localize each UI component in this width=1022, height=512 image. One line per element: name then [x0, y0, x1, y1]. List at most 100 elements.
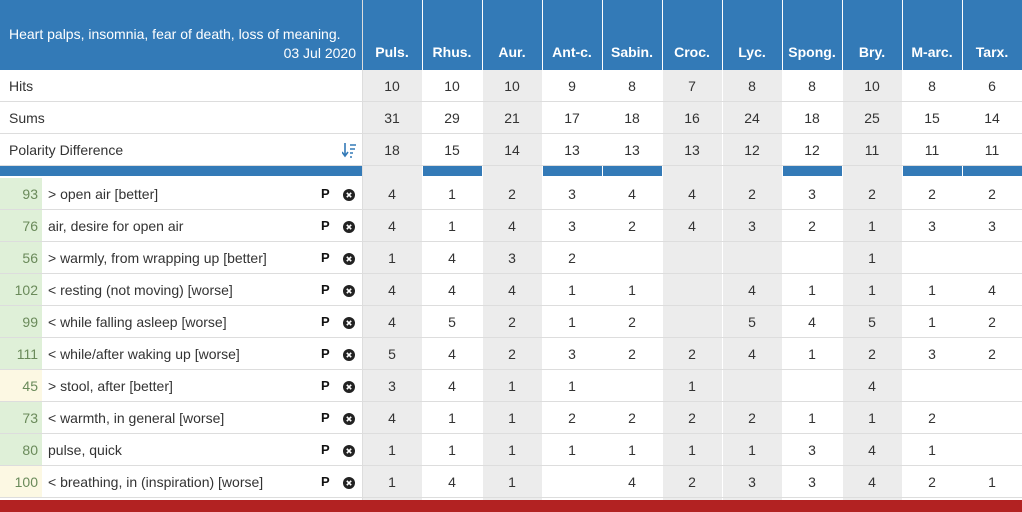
summary-value: 13: [564, 142, 580, 158]
column-shade: [482, 70, 542, 500]
grade-value: 2: [808, 218, 816, 234]
polarity-tag[interactable]: P: [321, 218, 330, 233]
rubric-label[interactable]: > warmly, from wrapping up [better]: [48, 250, 267, 266]
column-divider: [962, 0, 963, 500]
grade-value: 4: [988, 282, 996, 298]
grade-value: 3: [988, 218, 996, 234]
grade-value: 1: [388, 474, 396, 490]
remedy-name[interactable]: Ant-c.: [552, 44, 592, 60]
grade-value: 1: [388, 250, 396, 266]
grade-value: 1: [448, 442, 456, 458]
remedy-name[interactable]: Lyc.: [738, 44, 766, 60]
grade-value: 3: [748, 218, 756, 234]
grade-value: 1: [448, 410, 456, 426]
rubric-label[interactable]: < warmth, in general [worse]: [48, 410, 225, 426]
grade-value: 5: [868, 314, 876, 330]
polarity-tag[interactable]: P: [321, 186, 330, 201]
grade-value: 2: [688, 474, 696, 490]
remedy-name[interactable]: Sabin.: [610, 44, 653, 60]
polarity-tag[interactable]: P: [321, 442, 330, 457]
rubric-label[interactable]: > open air [better]: [48, 186, 159, 202]
remove-icon[interactable]: [343, 252, 355, 265]
grade-value: 4: [868, 378, 876, 394]
row-border: [0, 133, 1022, 134]
summary-value: 13: [624, 142, 640, 158]
summary-value: 9: [568, 78, 576, 94]
grade-value: 3: [568, 186, 576, 202]
grade-value: 1: [568, 378, 576, 394]
grade-value: 2: [748, 410, 756, 426]
grade-value: 4: [688, 186, 696, 202]
sort-icon[interactable]: [341, 142, 356, 158]
grade-value: 2: [868, 346, 876, 362]
remedy-name[interactable]: Aur.: [498, 44, 526, 60]
grade-value: 4: [388, 186, 396, 202]
grade-value: 1: [928, 314, 936, 330]
remove-icon[interactable]: [343, 188, 355, 201]
grade-value: 4: [868, 442, 876, 458]
grade-value: 1: [508, 410, 516, 426]
summary-value: 10: [384, 78, 400, 94]
grade-value: 1: [508, 474, 516, 490]
remove-icon[interactable]: [343, 412, 355, 425]
grade-value: 2: [928, 474, 936, 490]
remove-icon[interactable]: [343, 476, 355, 489]
polarity-tag[interactable]: P: [321, 314, 330, 329]
remove-icon[interactable]: [343, 316, 355, 329]
row-border: [0, 497, 1022, 498]
grade-value: 4: [628, 186, 636, 202]
grade-value: 1: [868, 250, 876, 266]
remove-icon[interactable]: [343, 348, 355, 361]
row-border: [0, 433, 1022, 434]
rubric-label[interactable]: < while/after waking up [worse]: [48, 346, 240, 362]
rubric-label[interactable]: > stool, after [better]: [48, 378, 173, 394]
summary-label: Sums: [9, 110, 45, 126]
grade-value: 1: [568, 314, 576, 330]
rubric-label[interactable]: air, desire for open air: [48, 218, 184, 234]
polarity-tag[interactable]: P: [321, 250, 330, 265]
remedy-name[interactable]: Puls.: [375, 44, 409, 60]
remedy-name[interactable]: Spong.: [788, 44, 836, 60]
remedy-name[interactable]: Tarx.: [975, 44, 1009, 60]
column-divider: [662, 0, 663, 500]
grade-value: 3: [928, 218, 936, 234]
grade-value: 4: [448, 346, 456, 362]
remove-icon[interactable]: [343, 220, 355, 233]
column-divider: [782, 0, 783, 500]
polarity-tag[interactable]: P: [321, 346, 330, 361]
column-divider: [482, 0, 483, 500]
grade-value: 1: [688, 442, 696, 458]
polarity-tag[interactable]: P: [321, 378, 330, 393]
rubric-label[interactable]: < resting (not moving) [worse]: [48, 282, 233, 298]
grade-value: 3: [388, 378, 396, 394]
remove-icon[interactable]: [343, 444, 355, 457]
column-shade: [662, 70, 722, 500]
rubric-label[interactable]: pulse, quick: [48, 442, 122, 458]
remedy-name[interactable]: M-arc.: [911, 44, 953, 60]
grade-value: 2: [628, 346, 636, 362]
polarity-tag[interactable]: P: [321, 282, 330, 297]
summary-value: 15: [444, 142, 460, 158]
remedy-name[interactable]: Bry.: [858, 44, 886, 60]
remove-icon[interactable]: [343, 380, 355, 393]
grade-value: 2: [868, 186, 876, 202]
remedy-name[interactable]: Rhus.: [432, 44, 472, 60]
grade-value: 1: [628, 282, 636, 298]
rubric-count: 45: [0, 370, 42, 401]
grade-value: 1: [928, 282, 936, 298]
grade-value: 3: [808, 186, 816, 202]
remedy-name[interactable]: Croc.: [674, 44, 710, 60]
polarity-tag[interactable]: P: [321, 410, 330, 425]
polarity-tag[interactable]: P: [321, 474, 330, 489]
row-border: [0, 401, 1022, 402]
rubric-count: 111: [0, 338, 42, 369]
rubric-label[interactable]: < while falling asleep [worse]: [48, 314, 227, 330]
summary-value: 8: [928, 78, 936, 94]
row-border: [0, 101, 1022, 102]
remove-icon[interactable]: [343, 284, 355, 297]
grade-value: 1: [508, 442, 516, 458]
grade-value: 4: [388, 314, 396, 330]
grade-value: 1: [808, 282, 816, 298]
rubric-label[interactable]: < breathing, in (inspiration) [worse]: [48, 474, 264, 490]
row-border: [0, 165, 1022, 166]
